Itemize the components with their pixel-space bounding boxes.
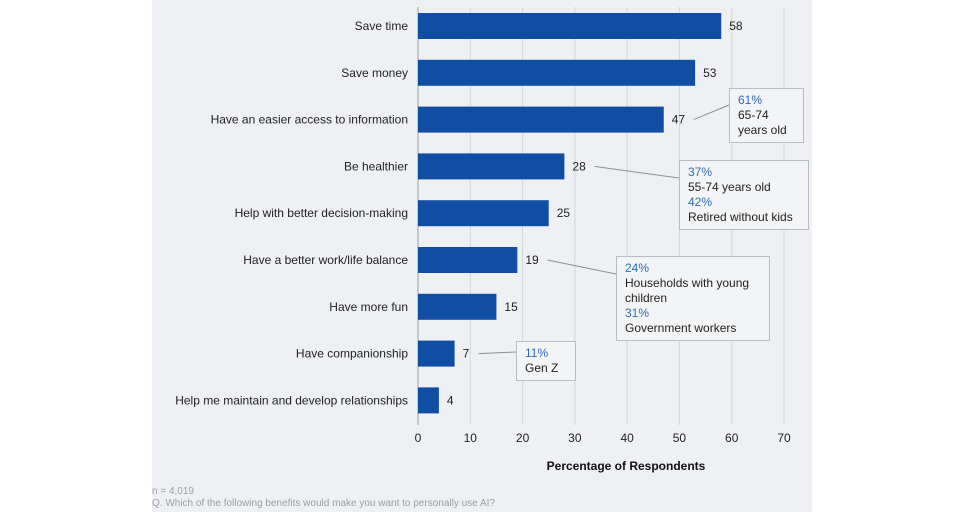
category-label: Be healthier [344, 159, 408, 173]
category-label: Help me maintain and develop relationshi… [175, 393, 408, 407]
question-note: Q. Which of the following benefits would… [152, 498, 495, 509]
value-label: 28 [572, 159, 586, 173]
callout-desc: Households with young children [625, 276, 750, 305]
category-label: Have more fun [329, 300, 408, 314]
category-label: Have companionship [296, 347, 408, 361]
value-label: 7 [463, 347, 470, 361]
callout-desc: 55-74 years old [688, 180, 771, 194]
sample-size-note: n = 4,019 [152, 486, 194, 497]
value-label: 19 [525, 253, 539, 267]
bar [418, 13, 722, 39]
callout-pct: 61% [738, 93, 763, 107]
callout-desc: Gen Z [525, 361, 559, 375]
x-tick-label: 30 [568, 431, 582, 445]
x-tick-label: 40 [620, 431, 634, 445]
value-label: 15 [504, 300, 518, 314]
callout-pct: 31% [625, 306, 650, 320]
callout-pct: 37% [688, 165, 713, 179]
callout-leader-line [693, 104, 730, 121]
value-label: 53 [703, 66, 717, 80]
bar [418, 340, 455, 367]
value-label: 47 [672, 113, 686, 127]
x-tick-label: 0 [415, 431, 422, 445]
x-tick-label: 60 [725, 431, 739, 445]
value-label: 58 [729, 19, 743, 33]
callout-desc: 65-74 years old [738, 108, 787, 137]
value-label: 4 [447, 393, 454, 407]
callout-leader-line [478, 351, 517, 355]
x-tick-label: 50 [673, 431, 687, 445]
bar [418, 59, 696, 86]
category-label: Save time [355, 19, 409, 33]
callout-desc: Government workers [625, 321, 737, 335]
bar [418, 387, 439, 414]
category-label: Help with better decision-making [235, 206, 408, 220]
callout-work-life: 24% Households with young children 31% G… [616, 256, 770, 341]
callout-healthier: 37% 55-74 years old 42% Retired without … [679, 160, 809, 230]
callout-leader-line [594, 165, 680, 179]
bar [418, 293, 497, 320]
x-tick-label: 70 [777, 431, 791, 445]
callout-pct: 11% [525, 346, 549, 360]
x-axis-title: Percentage of Respondents [547, 459, 706, 473]
callout-pct: 24% [625, 261, 650, 275]
callout-information: 61% 65-74 years old [729, 88, 804, 143]
bar [418, 247, 518, 273]
value-label: 25 [557, 206, 571, 220]
category-label: Have a better work/life balance [243, 253, 408, 267]
callout-leader-line [547, 259, 617, 275]
callout-pct: 42% [688, 195, 713, 209]
bar [418, 153, 565, 180]
bar [418, 106, 664, 133]
category-label: Have an easier access to information [211, 113, 408, 127]
callout-companionship: 11% Gen Z [516, 341, 576, 381]
callout-desc: Retired without kids [688, 210, 793, 224]
x-tick-label: 20 [516, 431, 530, 445]
bar [418, 200, 549, 227]
category-label: Save money [341, 66, 408, 80]
x-tick-label: 10 [464, 431, 478, 445]
